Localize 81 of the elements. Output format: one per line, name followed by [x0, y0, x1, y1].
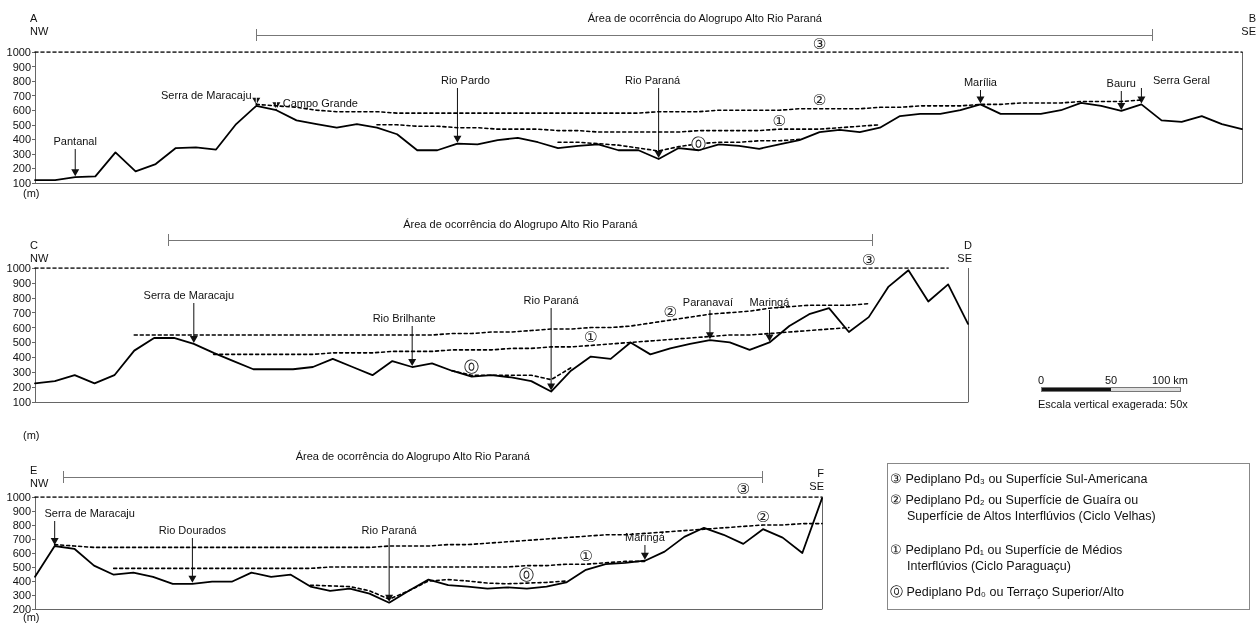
text: 0: [1037, 374, 1045, 387]
text: ② Pediplano Pd₂ ou Superfície de Guaíra ou Superfície de Altos Interflúvios (Ciclo Velhas): [890, 492, 1157, 524]
annotation: Serra de Maracaju: [44, 507, 135, 520]
y-axis-title: (m): [23, 187, 40, 200]
y-tick-label: 300: [12, 366, 31, 379]
annotation: Rio Paraná: [523, 294, 579, 307]
text: SE: [1241, 25, 1256, 38]
y-tick-label: 200: [12, 162, 31, 175]
series-label: ⓪: [464, 357, 480, 376]
y-tick-label: 400: [12, 351, 31, 364]
y-tick-label: 1000: [6, 46, 31, 58]
text: A: [30, 12, 38, 25]
text: B: [1248, 12, 1256, 25]
y-tick-label: 800: [12, 519, 31, 531]
y-tick-label: 700: [12, 306, 31, 319]
text: Área de ocorrência do Alogrupo Alto Rio Paraná: [587, 12, 822, 25]
text: Escala vertical exagerada: 50x: [1038, 398, 1188, 411]
series-label: ①: [772, 111, 787, 130]
y-tick-label: 600: [12, 547, 31, 559]
text: 50: [1104, 374, 1118, 387]
series-label: ③: [812, 34, 827, 53]
y-tick-label: 1000: [6, 491, 31, 503]
text: SE: [809, 480, 824, 493]
text: SE: [957, 252, 972, 265]
y-tick-label: 600: [12, 104, 31, 117]
annotation: Maringá: [625, 531, 665, 544]
text: D: [964, 239, 972, 252]
annotation: Marília: [963, 76, 997, 89]
y-tick-label: 400: [12, 133, 31, 146]
series-label: ⓪: [519, 565, 535, 584]
series-label: ①: [579, 546, 593, 565]
text: F: [817, 467, 824, 480]
annotation: Rio Paraná: [361, 524, 417, 537]
annotation: Bauru: [1106, 77, 1136, 90]
annotation: Serra de Maracaju: [161, 89, 252, 102]
y-tick-label: 600: [12, 321, 31, 334]
y-tick-label: 300: [12, 147, 31, 160]
y-tick-label: 1000: [6, 262, 31, 274]
series-label: ②: [663, 302, 677, 321]
annotation: Pantanal: [53, 135, 97, 148]
annotation: Serra de Maracaju: [143, 289, 235, 302]
text: NW: [30, 477, 49, 490]
y-tick-label: 400: [12, 575, 31, 587]
annotation: Rio Pardo: [440, 74, 490, 87]
annotation: Rio Brilhante: [372, 312, 436, 325]
y-tick-label: 500: [12, 118, 31, 131]
text: C: [30, 239, 38, 252]
y-tick-label: 900: [12, 276, 31, 289]
y-tick-label: 700: [12, 89, 31, 102]
y-tick-label: 900: [12, 60, 31, 73]
y-tick-label: 800: [12, 75, 31, 88]
y-tick-label: 900: [12, 505, 31, 517]
annotation: Maringá: [749, 296, 790, 309]
text: ③ Pediplano Pd₃ ou Superfície Sul-Americana: [890, 471, 1149, 487]
series-label: ③: [736, 479, 751, 498]
text: E: [30, 464, 38, 477]
y-tick-label: 500: [12, 561, 31, 573]
y-tick-label: 200: [12, 381, 31, 394]
series-label: ②: [812, 91, 827, 110]
y-tick-label: 500: [12, 336, 31, 349]
y-tick-label: 100: [12, 396, 31, 408]
series-label: ①: [584, 327, 598, 346]
annotation: Paranavaí: [682, 296, 733, 309]
y-tick-label: 700: [12, 533, 31, 545]
y-tick-label: 300: [12, 589, 31, 601]
text: NW: [30, 25, 49, 38]
text: 100 km: [1151, 374, 1189, 387]
annotation: Rio Paraná: [625, 74, 681, 87]
text: ① Pediplano Pd₁ ou Superfície de Médios Interflúvios (Ciclo Paraguaçu): [890, 542, 1124, 574]
y-tick-label: 100: [12, 177, 31, 189]
annotation: Serra Geral: [1152, 74, 1210, 87]
text: Área de ocorrência do Alogrupo Alto Rio Paraná: [403, 218, 638, 231]
y-axis-title: (m): [23, 429, 40, 442]
y-tick-label: 800: [12, 291, 31, 304]
text: NW: [30, 252, 49, 264]
text: ⓪ Pediplano Pd₀ ou Terraço Superior/Alto: [890, 584, 1126, 600]
annotation: Rio Dourados: [158, 524, 227, 537]
series-label: ③: [862, 250, 876, 269]
series-label: ②: [756, 507, 770, 526]
annotation: Campo Grande: [282, 97, 358, 110]
text: Área de ocorrência do Alogrupo Alto Rio Paraná: [295, 450, 530, 463]
